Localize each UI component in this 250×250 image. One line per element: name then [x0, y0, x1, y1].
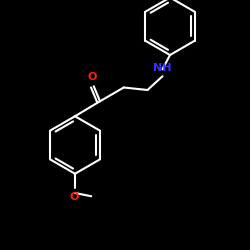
Text: O: O: [70, 192, 79, 202]
Text: O: O: [88, 72, 97, 83]
Text: NH: NH: [153, 63, 172, 73]
